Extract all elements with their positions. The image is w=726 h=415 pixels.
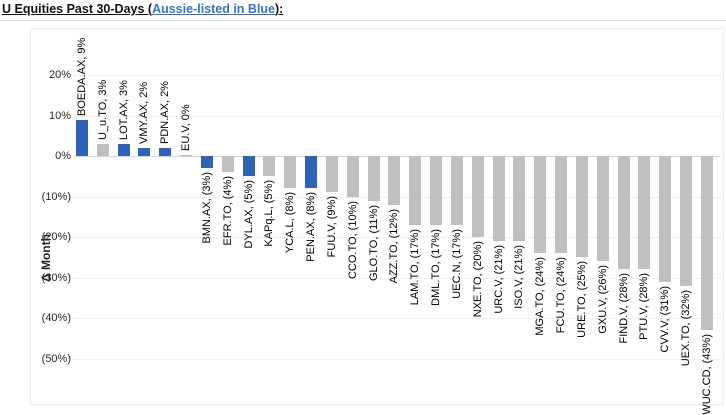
gridline--20 bbox=[73, 237, 721, 238]
bar-LAM.TO bbox=[409, 156, 422, 225]
bar-label-BOEDA.AX: BOEDA.AX, 9% bbox=[76, 37, 88, 116]
bar-DML.TO bbox=[430, 156, 443, 225]
bar-LOT.AX bbox=[117, 143, 130, 156]
bar-FIND.V bbox=[617, 156, 630, 270]
gridline--50 bbox=[73, 358, 721, 360]
bar-label-UEC.N: UEC.N, (17%) bbox=[450, 228, 463, 299]
y-tick-label-0: 0% bbox=[55, 150, 71, 162]
gridline-10 bbox=[73, 115, 721, 117]
bar-label-MGA.TO: MGA.TO, (24%) bbox=[534, 257, 547, 336]
bar-URC.V bbox=[492, 156, 505, 242]
bar-label-DML.TO: DML.TO, (17%) bbox=[430, 228, 443, 306]
bar-label-EFR.TO: EFR.TO, (4%) bbox=[221, 176, 234, 246]
y-tick-label--50: (50%) bbox=[41, 352, 71, 365]
bar-CVV.V bbox=[659, 156, 672, 282]
bar-label-AZZ.TO: AZZ.TO, (12%) bbox=[388, 208, 401, 283]
bar-label-ISO.V: ISO.V, (21%) bbox=[513, 245, 526, 309]
y-tick-label--10: (10%) bbox=[41, 190, 71, 203]
bar-label-CCO.TO: CCO.TO, (10%) bbox=[346, 200, 359, 279]
bar-UEC.N bbox=[450, 156, 463, 225]
bar-label-LAM.TO: LAM.TO, (17%) bbox=[409, 228, 422, 306]
bar-GXU.V bbox=[596, 156, 609, 262]
bar-label-VMY.AX: VMY.AX, 2% bbox=[138, 81, 151, 144]
bar-FCU.TO bbox=[555, 156, 568, 254]
bar-GLO.TO bbox=[367, 156, 380, 201]
bar-label-BMN.AX: BMN.AX, (3%) bbox=[200, 172, 213, 244]
bar-label-FUU.V: FUU.V, (9%) bbox=[325, 196, 338, 258]
bar-label-U_u.TO: U_u.TO, 3% bbox=[96, 79, 109, 140]
bar-PEN.AX bbox=[305, 156, 318, 189]
bar-label-FCU.TO: FCU.TO, (24%) bbox=[555, 257, 568, 334]
bar-label-CVV.V: CVV.V, (31%) bbox=[659, 285, 672, 352]
bar-MGA.TO bbox=[534, 156, 547, 254]
gridline--30 bbox=[73, 277, 721, 279]
bar-BOEDA.AX bbox=[76, 119, 88, 156]
bar-label-EU.V: EU.V, 0% bbox=[180, 103, 193, 151]
bar-label-WUC.CD: WUC.CD, (43%) bbox=[700, 334, 713, 415]
bar-EU.V bbox=[180, 154, 193, 156]
bar-UEX.TO bbox=[680, 156, 693, 286]
page-title-highlight: Aussie-listed in Blue bbox=[152, 2, 276, 16]
bar-label-UEX.TO: UEX.TO, (32%) bbox=[680, 289, 693, 366]
bar-label-DYL.AX: DYL.AX, (5%) bbox=[242, 180, 255, 249]
bar-AZZ.TO bbox=[388, 156, 401, 205]
bar-label-GLO.TO: GLO.TO, (11%) bbox=[367, 204, 380, 281]
bar-label-PTU.V: PTU.V, (28%) bbox=[638, 273, 651, 341]
bar-VMY.AX bbox=[138, 147, 151, 156]
bar-BMN.AX bbox=[200, 156, 213, 169]
bar-PDN.AX bbox=[159, 147, 172, 156]
bar-YCA.L bbox=[284, 156, 297, 189]
page-title-suffix: ): bbox=[275, 2, 284, 16]
y-tick-label--40: (40%) bbox=[41, 312, 71, 324]
page-title-prefix: U Equities Past 30-Days ( bbox=[2, 2, 153, 16]
bar-ISO.V bbox=[513, 156, 526, 242]
bar-PTU.V bbox=[638, 156, 651, 270]
bar-label-PEN.AX: PEN.AX, (8%) bbox=[305, 192, 318, 263]
gridline--40 bbox=[73, 318, 721, 319]
y-tick-label--30: (30%) bbox=[41, 271, 71, 284]
bar-label-KAPq.L: KAPq.L, (5%) bbox=[263, 180, 276, 247]
bar-KAPq.L bbox=[263, 156, 276, 177]
gridline-20 bbox=[73, 75, 721, 76]
title-underline-rule bbox=[0, 20, 726, 21]
bar-EFR.TO bbox=[221, 156, 234, 173]
bar-CCO.TO bbox=[346, 156, 359, 197]
bar-label-GXU.V: GXU.V, (26%) bbox=[596, 265, 609, 334]
chart-area: Δ Month 20% 10% 0% (10%) (20%) (30%) (40%) (50%… bbox=[30, 28, 724, 415]
y-tick-label-10: 10% bbox=[48, 109, 71, 122]
bar-DYL.AX bbox=[242, 156, 255, 177]
page-title: U Equities Past 30-Days (Aussie-listed i… bbox=[2, 2, 283, 16]
y-tick-label-20: 20% bbox=[48, 69, 71, 81]
bar-label-NXE.TO: NXE.TO, (20%) bbox=[471, 241, 484, 318]
bar-label-LOT.AX: LOT.AX, 3% bbox=[117, 79, 130, 140]
bar-label-YCA.L: YCA.L, (8%) bbox=[284, 192, 297, 254]
bar-WUC.CD bbox=[700, 156, 713, 331]
bar-label-FIND.V: FIND.V, (28%) bbox=[617, 273, 630, 344]
bar-NXE.TO bbox=[471, 156, 484, 237]
bar-URE.TO bbox=[575, 156, 588, 258]
y-tick-label--20: (20%) bbox=[41, 231, 71, 243]
bar-label-URE.TO: URE.TO, (25%) bbox=[575, 261, 588, 339]
bar-label-PDN.AX: PDN.AX, 2% bbox=[159, 80, 172, 144]
bar-label-URC.V: URC.V, (21%) bbox=[492, 245, 505, 314]
bar-U_u.TO bbox=[96, 143, 109, 156]
bar-FUU.V bbox=[325, 156, 338, 193]
